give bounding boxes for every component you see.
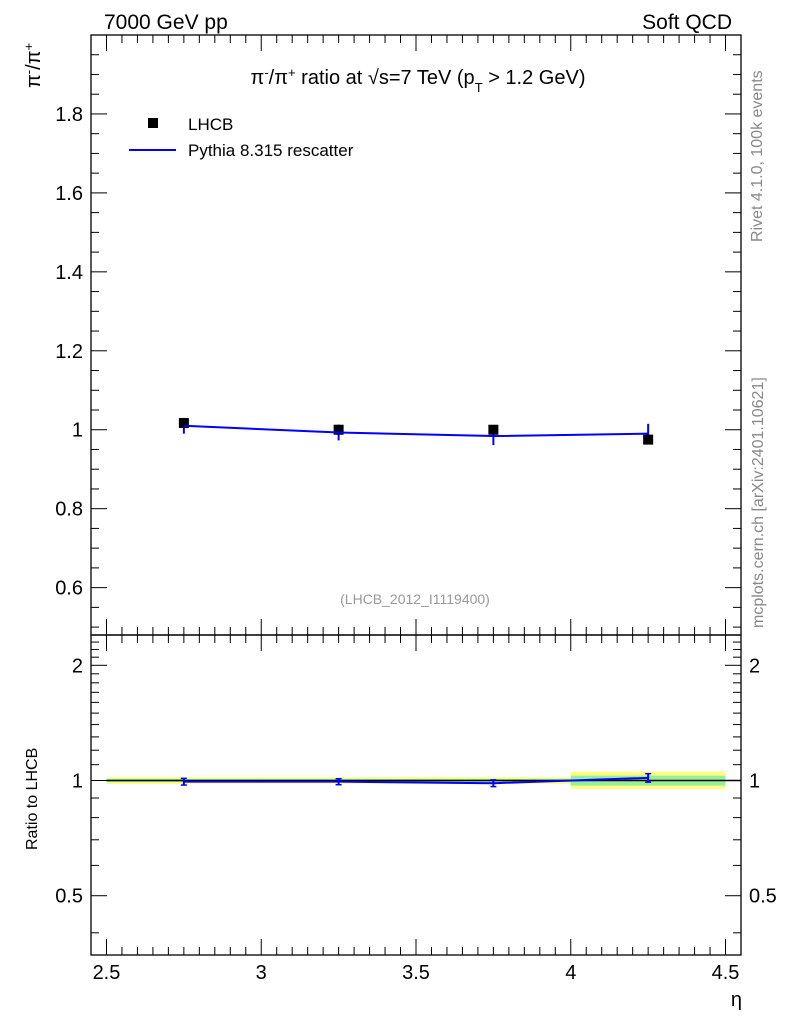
ratio-data-marks	[180, 772, 652, 788]
legend-mc-label: Pythia 8.315 rescatter	[188, 141, 354, 160]
chart-title: π-/π+ ratio at √s=7 TeV (pT > 1.2 GeV)	[251, 65, 586, 95]
ratio-y-ticks: 0.5 0.5 1 1 2 2	[55, 641, 777, 934]
ratio-y-tick-label-left: 1	[72, 771, 83, 793]
ratio-y-tick-label-right: 1	[749, 771, 760, 793]
data-point	[488, 424, 499, 435]
main-data-marks	[178, 417, 654, 446]
x-tick-label: 4	[565, 962, 576, 984]
main-y-tick-label: 0.6	[55, 578, 83, 600]
x-axis-label: η	[731, 989, 742, 1011]
data-point	[178, 418, 189, 429]
ratio-y-tick-label-right: 2	[749, 655, 760, 677]
x-tick-label: 4.5	[712, 962, 740, 984]
main-y-tick-label: 1	[72, 420, 83, 442]
ratio-y-tick-label-left: 2	[72, 655, 83, 677]
main-y-tick-label: 1.6	[55, 183, 83, 205]
legend-data-label: LHCB	[188, 115, 233, 134]
main-y-axis-label: π-/π+	[21, 43, 46, 88]
analysis-id-label: (LHCB_2012_I1119400)	[340, 591, 490, 607]
main-y-tick-label: 1.2	[55, 341, 83, 363]
main-x-ticks	[105, 35, 727, 635]
header-category-label: Soft QCD	[642, 11, 732, 34]
data-point	[643, 434, 654, 445]
legend-data-marker	[148, 118, 158, 128]
mc-series-line	[183, 424, 649, 438]
header-energy-label: 7000 GeV pp	[104, 11, 228, 34]
ratio-y-tick-label-left: 0.5	[55, 886, 83, 908]
main-y-tick-label: 1.8	[55, 104, 83, 126]
rivet-version-label: Rivet 4.1.0, 100k events	[749, 70, 766, 242]
main-y-tick-label: 1.4	[55, 262, 83, 284]
data-point	[333, 424, 344, 435]
main-y-tick-label: 0.8	[55, 499, 83, 521]
ratio-panel-frame	[90, 634, 742, 956]
x-tick-label: 2.5	[93, 962, 121, 984]
ratio-y-axis-label: Ratio to LHCB	[24, 748, 41, 850]
mcplots-credit-label: mcplots.cern.ch [arXiv:2401.10621]	[750, 377, 767, 628]
main-y-ticks: 0.6 0.8 1 1.2 1.4 1.6 1.8	[55, 54, 741, 628]
ratio-x-ticks: 2.5 3 3.5 4 4.5	[93, 635, 740, 984]
ratio-series-line	[183, 776, 649, 785]
ratio-y-tick-label-right: 0.5	[749, 886, 777, 908]
x-tick-label: 3.5	[402, 962, 430, 984]
legend: LHCB Pythia 8.315 rescatter	[129, 115, 354, 160]
x-tick-label: 3	[256, 962, 267, 984]
